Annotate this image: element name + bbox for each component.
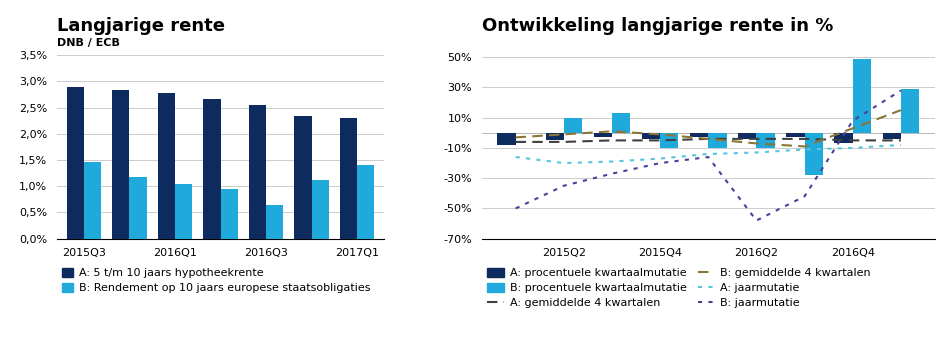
Bar <box>690 133 708 137</box>
Bar <box>804 133 823 175</box>
Bar <box>175 184 193 239</box>
Bar <box>67 87 84 239</box>
Legend: A: 5 t/m 10 jaars hypotheekrente, B: Rendement op 10 jaars europese staatsobliga: A: 5 t/m 10 jaars hypotheekrente, B: Ren… <box>62 268 370 293</box>
Bar <box>708 133 727 148</box>
Bar <box>786 133 804 137</box>
Bar <box>295 115 312 239</box>
Bar <box>883 133 901 139</box>
Bar <box>612 113 631 133</box>
Bar <box>756 133 775 148</box>
Bar <box>594 133 612 137</box>
Bar <box>248 105 266 239</box>
Bar <box>834 133 852 144</box>
Bar <box>221 190 238 239</box>
Bar <box>564 118 582 133</box>
Bar <box>129 177 146 239</box>
Bar <box>901 89 919 133</box>
Bar <box>546 133 564 140</box>
Text: DNB / ECB: DNB / ECB <box>57 38 120 48</box>
Bar <box>266 205 283 239</box>
Legend: A: procentuele kwartaalmutatie, B: procentuele kwartaalmutatie, A: gemiddelde 4 : A: procentuele kwartaalmutatie, B: proce… <box>487 268 870 308</box>
Text: Ontwikkeling langjarige rente in %: Ontwikkeling langjarige rente in % <box>482 16 834 34</box>
Bar <box>660 133 679 148</box>
Text: Langjarige rente: Langjarige rente <box>57 16 225 34</box>
Bar <box>738 133 756 139</box>
Bar <box>497 133 515 145</box>
Bar <box>340 118 357 239</box>
Bar <box>357 165 375 239</box>
Bar <box>84 161 101 239</box>
Bar <box>312 180 329 239</box>
Bar <box>112 90 129 239</box>
Bar <box>158 93 175 239</box>
Bar <box>852 59 871 133</box>
Bar <box>203 99 221 239</box>
Bar <box>642 133 660 139</box>
